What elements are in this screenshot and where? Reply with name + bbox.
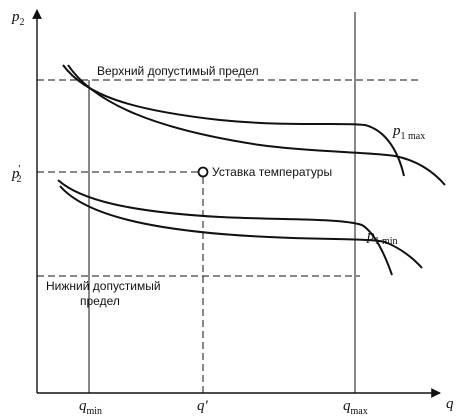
setpoint-label: Уставка температуры: [212, 165, 332, 179]
p1max-label: p1 max: [392, 123, 425, 142]
p1min-upper-curve: [57, 179, 393, 276]
y-axis-label: p2: [11, 9, 25, 28]
p1min-label: p1 min: [366, 228, 398, 247]
setpoint-marker: [197, 166, 209, 178]
lower-limit-label-line1: Нижний допустимый: [46, 279, 161, 293]
qmax-tick-label: qmax: [343, 398, 368, 417]
upper-limit-label: Верхний допустимый предел: [97, 64, 259, 78]
p1max-upper-curve: [62, 64, 405, 177]
p1max-lower-curve: [67, 64, 446, 186]
x-axis-label: q: [446, 396, 454, 412]
p2-prime-tick-label: p' 2: [11, 163, 21, 185]
p1min-lower-curve: [59, 185, 423, 269]
qmin-tick-label: qmin: [79, 398, 102, 417]
lower-limit-label-line2: предел: [80, 294, 120, 308]
qprime-tick-label: q': [197, 398, 209, 414]
